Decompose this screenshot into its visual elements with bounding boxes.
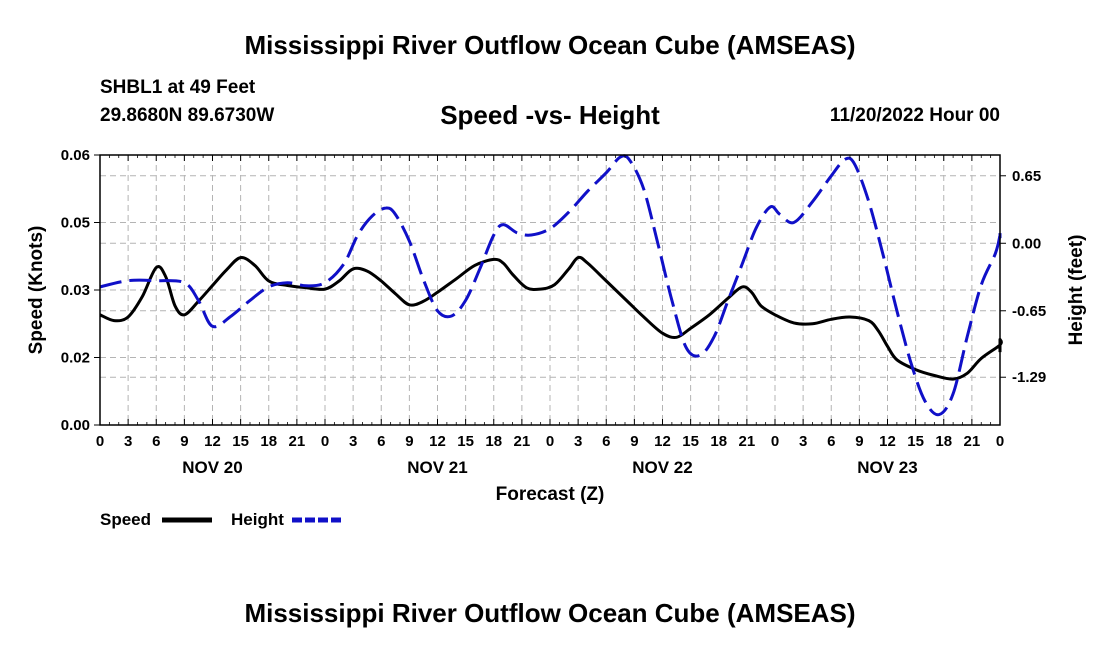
series-layer (99, 154, 1003, 417)
chart-title: Mississippi River Outflow Ocean Cube (AM… (244, 30, 856, 60)
gridlines (100, 155, 1000, 425)
y-tick-label: 0.06 (61, 147, 90, 164)
y-tick-label: 0.05 (61, 215, 90, 232)
y2-tick-label: -1.29 (1012, 369, 1046, 386)
y-tick-label: 0.03 (61, 282, 90, 299)
y-tick-label: 0.02 (61, 350, 90, 367)
x-tick-label: 18 (710, 433, 727, 450)
station-label: SHBL1 at 49 Feet (100, 77, 256, 98)
chart-subtitle: Speed -vs- Height (440, 100, 660, 130)
y2-tick-label: 0.65 (1012, 168, 1041, 185)
x-tick-label: 6 (377, 433, 385, 450)
x-axis-label: Forecast (Z) (496, 484, 605, 505)
x-tick-label: 15 (457, 433, 474, 450)
x-tick-label: 9 (405, 433, 413, 450)
x-tick-label: 15 (682, 433, 699, 450)
legend-height-label: Height (231, 510, 284, 529)
x-tick-label: 0 (546, 433, 554, 450)
x-tick-label: 18 (260, 433, 277, 450)
day-label: NOV 22 (632, 458, 692, 477)
x-tick-label: 0 (96, 433, 104, 450)
x-tick-label: 21 (964, 433, 981, 450)
x-tick-label: 3 (574, 433, 582, 450)
y2-axis-label: Height (feet) (1066, 235, 1087, 346)
x-tick-label: 21 (289, 433, 306, 450)
x-tick-label: 12 (879, 433, 896, 450)
x-tick-label: 18 (935, 433, 952, 450)
x-tick-label: 18 (485, 433, 502, 450)
station-coordinates: 29.8680N 89.6730W (100, 105, 275, 126)
x-tick-label: 9 (630, 433, 638, 450)
x-tick-label: 6 (602, 433, 610, 450)
x-tick-label: 3 (799, 433, 807, 450)
x-tick-label: 21 (739, 433, 756, 450)
repeated-chart-title: Mississippi River Outflow Ocean Cube (AM… (244, 598, 856, 628)
y2-tick-label: 0.00 (1012, 235, 1041, 252)
x-tick-label: 0 (771, 433, 779, 450)
y-tick-label: 0.00 (61, 417, 90, 434)
height-series-line (99, 154, 1002, 417)
legend: Speed Height (100, 510, 342, 529)
x-tick-label: 0 (321, 433, 329, 450)
day-label: NOV 21 (407, 458, 467, 477)
legend-speed-label: Speed (100, 510, 151, 529)
x-tick-label: 12 (429, 433, 446, 450)
y2-tick-label: -0.65 (1012, 303, 1046, 320)
day-label: NOV 23 (857, 458, 917, 477)
x-tick-label: 9 (855, 433, 863, 450)
x-tick-label: 3 (349, 433, 357, 450)
x-tick-label: 12 (654, 433, 671, 450)
x-tick-label: 15 (232, 433, 249, 450)
speed-series-line (99, 255, 1003, 381)
x-tick-label: 0 (996, 433, 1004, 450)
x-tick-label: 6 (827, 433, 835, 450)
y-axis-label: Speed (Knots) (26, 226, 47, 355)
forecast-run-time: 11/20/2022 Hour 00 (829, 105, 1000, 126)
x-tick-label: 15 (907, 433, 924, 450)
x-tick-label: 9 (180, 433, 188, 450)
x-tick-label: 6 (152, 433, 160, 450)
x-tick-label: 3 (124, 433, 132, 450)
axes: 0 3 6 9 12 15 18 21 0 3 6 9 12 15 18 21 0 3 6 9 12 15 18 21 0 3 6 9… (61, 147, 1046, 477)
day-label: NOV 20 (182, 458, 242, 477)
x-tick-label: 12 (204, 433, 221, 450)
x-tick-label: 21 (514, 433, 531, 450)
